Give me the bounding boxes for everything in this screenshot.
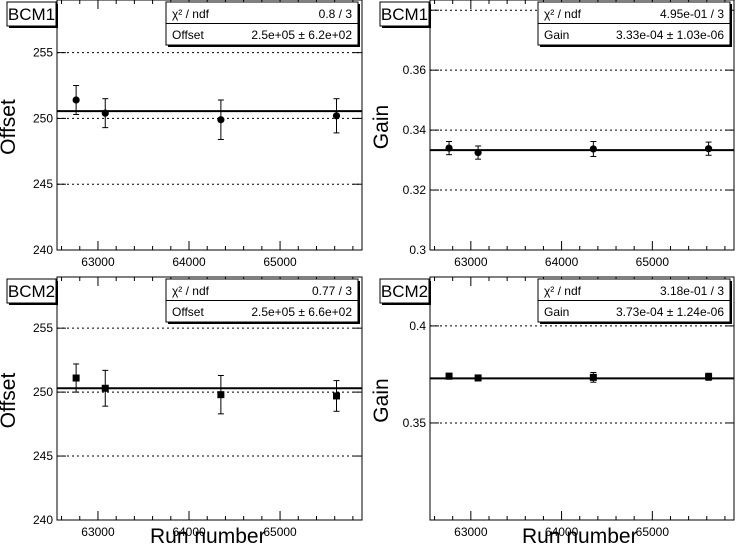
stats-row1-value: 3.18e-01 / 3 — [660, 284, 724, 298]
stats-row1-label: χ² / ndf — [172, 7, 210, 21]
stats-row1-value: 0.8 / 3 — [319, 7, 353, 21]
x-tick-label: 64000 — [545, 255, 579, 269]
x-tick-label: 64000 — [545, 525, 579, 539]
x-tick-label: 65000 — [263, 525, 297, 539]
data-point — [332, 112, 341, 120]
tag-label: BCM1 — [8, 5, 55, 24]
stats-row2-value: 3.73e-04 ± 1.24e-06 — [616, 305, 724, 319]
tag-label: BCM2 — [8, 282, 55, 301]
tag-box — [379, 1, 430, 27]
stats-row2-value: 2.5e+05 ± 6.6e+02 — [251, 305, 352, 319]
tag-box — [379, 278, 430, 304]
data-point — [705, 373, 713, 381]
x-tick-label: 63000 — [81, 255, 115, 269]
y-tick-label: 255 — [33, 321, 53, 335]
y-axis-label: Gain — [370, 378, 393, 422]
stats-row1-value: 0.77 / 3 — [312, 284, 352, 298]
data-point — [589, 145, 597, 153]
stats-row2-value: 2.5e+05 ± 6.2e+02 — [251, 28, 352, 42]
stats-row2-label: Gain — [544, 28, 569, 42]
y-tick-label: 0.3 — [409, 243, 426, 257]
stats-row1-label: χ² / ndf — [544, 284, 582, 298]
y-tick-label: 0.4 — [409, 319, 426, 333]
data-point — [474, 148, 482, 157]
stats-row1-label: χ² / ndf — [544, 7, 582, 21]
x-axis-label-right: Run number — [522, 525, 638, 548]
data-point — [72, 96, 80, 104]
y-tick-label: 0.32 — [403, 183, 427, 197]
data-point — [101, 384, 109, 392]
data-point — [704, 145, 713, 153]
data-point — [589, 373, 597, 381]
y-tick-label: 240 — [33, 513, 53, 527]
tag-box — [6, 278, 57, 304]
y-tick-label: 250 — [33, 385, 53, 399]
stats-row1-label: χ² / ndf — [172, 284, 210, 298]
x-tick-label: 65000 — [263, 255, 297, 269]
x-tick-label: 64000 — [172, 525, 206, 539]
data-point — [445, 372, 453, 380]
y-tick-label: 0.36 — [403, 63, 427, 77]
data-point — [333, 392, 341, 400]
plot-frame — [56, 276, 363, 521]
stats-row1-value: 4.95e-01 / 3 — [660, 7, 724, 21]
x-tick-label: 63000 — [454, 525, 488, 539]
stats-row2-label: Offset — [172, 305, 204, 319]
data-point — [217, 391, 225, 399]
x-axis-label-left: Run number — [150, 525, 266, 548]
y-tick-label: 245 — [33, 449, 53, 463]
plot-frame — [429, 0, 735, 251]
x-tick-label: 65000 — [636, 255, 670, 269]
data-point — [474, 374, 482, 382]
tag-box — [6, 1, 57, 27]
y-tick-label: 0.34 — [403, 123, 427, 137]
data-point — [101, 109, 109, 117]
stats-row2-label: Gain — [544, 305, 569, 319]
data-point — [445, 144, 453, 152]
y-tick-label: 0.35 — [403, 416, 427, 430]
y-tick-label: 255 — [33, 46, 53, 60]
data-point — [72, 374, 80, 382]
y-axis-label: Offset — [0, 99, 20, 155]
y-tick-label: 250 — [33, 111, 53, 125]
y-axis-label: Gain — [370, 105, 393, 149]
tag-label: BCM1 — [381, 5, 428, 24]
x-tick-label: 65000 — [636, 525, 670, 539]
plot-frame — [429, 276, 735, 521]
y-axis-label: Offset — [0, 373, 20, 429]
stats-row2-label: Offset — [172, 28, 204, 42]
x-tick-label: 64000 — [172, 255, 206, 269]
tag-label: BCM2 — [381, 282, 428, 301]
plot-frame — [56, 0, 363, 251]
x-tick-label: 63000 — [81, 525, 115, 539]
y-tick-label: 245 — [33, 177, 53, 191]
stats-row2-value: 3.33e-04 ± 1.03e-06 — [616, 28, 724, 42]
y-tick-label: 240 — [33, 243, 53, 257]
data-point — [217, 116, 225, 124]
x-tick-label: 63000 — [454, 255, 488, 269]
